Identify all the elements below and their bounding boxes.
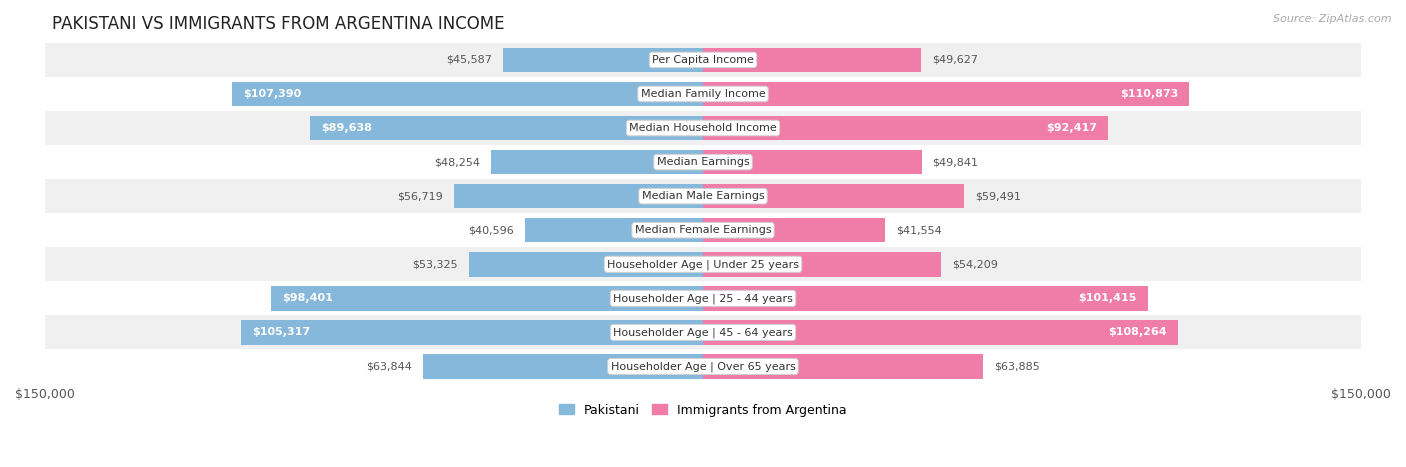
Text: $63,844: $63,844 xyxy=(366,361,412,371)
Bar xyxy=(45,315,1361,349)
Text: $63,885: $63,885 xyxy=(994,361,1040,371)
Bar xyxy=(703,320,1178,345)
Text: $89,638: $89,638 xyxy=(321,123,371,133)
Text: $48,254: $48,254 xyxy=(434,157,481,167)
Bar xyxy=(703,150,922,174)
Text: Median Earnings: Median Earnings xyxy=(657,157,749,167)
Bar xyxy=(454,184,703,208)
Text: $40,596: $40,596 xyxy=(468,225,515,235)
Text: $101,415: $101,415 xyxy=(1078,293,1137,304)
Text: Median Household Income: Median Household Income xyxy=(628,123,778,133)
Legend: Pakistani, Immigrants from Argentina: Pakistani, Immigrants from Argentina xyxy=(554,398,852,422)
Text: $49,627: $49,627 xyxy=(932,55,977,65)
Text: $92,417: $92,417 xyxy=(1046,123,1098,133)
Bar xyxy=(45,77,1361,111)
Bar xyxy=(45,213,1361,247)
Bar xyxy=(703,354,983,379)
Text: $105,317: $105,317 xyxy=(252,327,311,337)
Bar xyxy=(703,252,941,276)
Bar xyxy=(45,281,1361,315)
Bar xyxy=(524,218,703,242)
Text: Householder Age | Under 25 years: Householder Age | Under 25 years xyxy=(607,259,799,269)
Text: $107,390: $107,390 xyxy=(243,89,301,99)
Bar xyxy=(491,150,703,174)
Bar xyxy=(271,286,703,311)
Text: Median Family Income: Median Family Income xyxy=(641,89,765,99)
Text: $41,554: $41,554 xyxy=(896,225,942,235)
Bar xyxy=(45,43,1361,77)
Bar xyxy=(703,218,886,242)
Text: Source: ZipAtlas.com: Source: ZipAtlas.com xyxy=(1274,14,1392,24)
Bar xyxy=(45,349,1361,383)
Bar xyxy=(703,286,1147,311)
Text: $59,491: $59,491 xyxy=(974,191,1021,201)
Text: $98,401: $98,401 xyxy=(283,293,333,304)
Bar xyxy=(45,111,1361,145)
Bar xyxy=(470,252,703,276)
Bar xyxy=(703,184,965,208)
Bar xyxy=(45,179,1361,213)
Text: $54,209: $54,209 xyxy=(952,259,998,269)
Text: $56,719: $56,719 xyxy=(398,191,443,201)
Bar xyxy=(703,82,1189,106)
Bar xyxy=(232,82,703,106)
Text: Per Capita Income: Per Capita Income xyxy=(652,55,754,65)
Text: $45,587: $45,587 xyxy=(446,55,492,65)
Bar xyxy=(423,354,703,379)
Text: Median Female Earnings: Median Female Earnings xyxy=(634,225,772,235)
Text: $110,873: $110,873 xyxy=(1121,89,1178,99)
Bar xyxy=(309,116,703,140)
Text: $53,325: $53,325 xyxy=(412,259,458,269)
Text: Householder Age | Over 65 years: Householder Age | Over 65 years xyxy=(610,361,796,372)
Bar xyxy=(45,145,1361,179)
Bar xyxy=(45,247,1361,281)
Text: $108,264: $108,264 xyxy=(1108,327,1167,337)
Text: Householder Age | 45 - 64 years: Householder Age | 45 - 64 years xyxy=(613,327,793,338)
Bar xyxy=(240,320,703,345)
Text: $49,841: $49,841 xyxy=(932,157,979,167)
Bar xyxy=(703,116,1108,140)
Text: PAKISTANI VS IMMIGRANTS FROM ARGENTINA INCOME: PAKISTANI VS IMMIGRANTS FROM ARGENTINA I… xyxy=(52,15,503,33)
Bar xyxy=(703,48,921,72)
Bar xyxy=(503,48,703,72)
Text: Median Male Earnings: Median Male Earnings xyxy=(641,191,765,201)
Text: Householder Age | 25 - 44 years: Householder Age | 25 - 44 years xyxy=(613,293,793,304)
